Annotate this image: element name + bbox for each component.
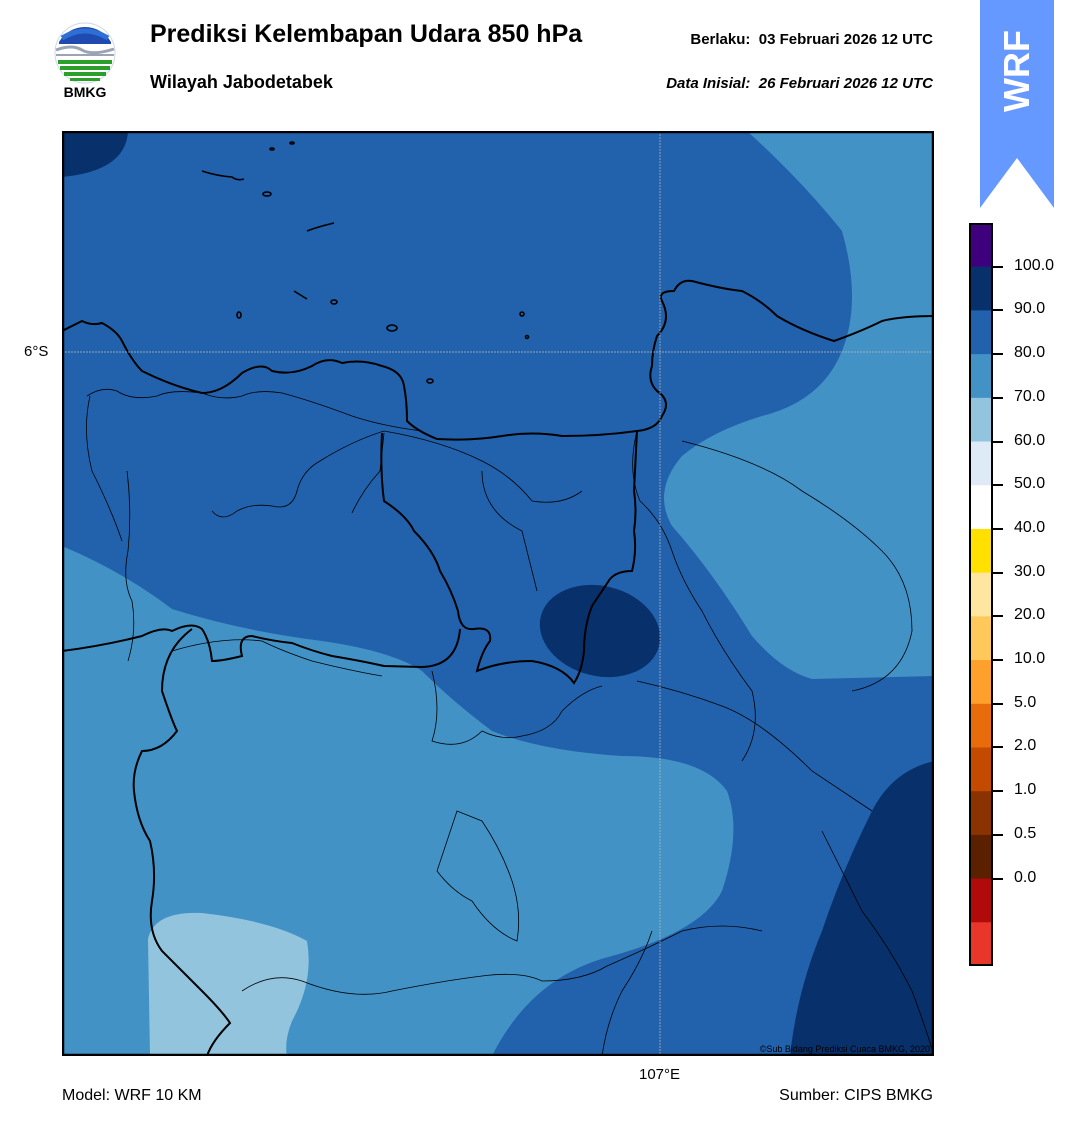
valid-date: 03 Februari 2026 12 UTC xyxy=(758,31,933,48)
model-label: Model: WRF 10 KM xyxy=(62,1087,202,1104)
colorbar-segment xyxy=(969,878,993,923)
colorbar-segment xyxy=(969,703,993,748)
colorbar-segment xyxy=(969,660,993,705)
colorbar-segment xyxy=(969,266,993,311)
region-subtitle: Wilayah Jabodetabek xyxy=(150,72,333,92)
humidity-field-90-100-corner xyxy=(62,131,128,177)
colorbar-tick-label: 70.0 xyxy=(1014,387,1046,405)
humidity-field-90-100-east xyxy=(790,761,934,1056)
colorbar-tick-label: 100.0 xyxy=(1014,256,1055,274)
colorbar-tick-mark xyxy=(993,615,1003,618)
humidity-field-70-80-east xyxy=(664,131,934,679)
valid-prefix: Berlaku: xyxy=(690,31,751,48)
colorbar-tick-label: 30.0 xyxy=(1014,562,1046,580)
wrf-badge-icon: WRF xyxy=(980,0,1054,208)
colorbar-tick-mark xyxy=(993,527,1003,530)
colorbar-segment xyxy=(969,791,993,836)
colorbar-tick-mark xyxy=(993,353,1003,356)
bmkg-logo-icon xyxy=(54,22,116,84)
init-time: Data Inisial: 26 Februari 2026 12 UTC xyxy=(666,75,933,92)
colorbar-tick-mark xyxy=(993,746,1003,749)
colorbar-tick-label: 2.0 xyxy=(1014,737,1037,755)
colorbar-segment xyxy=(969,616,993,661)
lon-label: 107°E xyxy=(639,1066,681,1083)
colorbar-tick-label: 20.0 xyxy=(1014,606,1046,624)
colorbar-tick-mark xyxy=(993,790,1003,793)
colorbar-segment xyxy=(969,572,993,617)
map-credit: ©Sub Bidang Prediksi Cuaca BMKG, 2020 xyxy=(760,1044,930,1054)
colorbar-tick-mark xyxy=(993,396,1003,399)
colorbar-tick-mark xyxy=(993,440,1003,443)
coastline-and-borders xyxy=(62,279,934,1056)
colorbar-tick-mark xyxy=(993,877,1003,880)
wrf-badge-text: WRF xyxy=(996,30,1037,112)
colorbar-segment xyxy=(969,922,993,966)
colorbar-tick-label: 90.0 xyxy=(1014,300,1046,318)
init-date: 26 Februari 2026 12 UTC xyxy=(758,75,933,92)
islands xyxy=(201,141,530,384)
province-boundaries xyxy=(86,388,934,1056)
colorbar-tick-mark xyxy=(993,659,1003,662)
init-prefix: Data Inisial: xyxy=(666,75,751,92)
lat-label: 6°S xyxy=(24,343,49,360)
colorbar-tick-label: 0.0 xyxy=(1014,868,1037,886)
colorbar-segment xyxy=(969,834,993,880)
colorbar-tick-mark xyxy=(993,571,1003,574)
humidity-field-90-100-center xyxy=(539,584,661,678)
colorbar-tick-label: 5.0 xyxy=(1014,693,1037,711)
colorbar-tick-mark xyxy=(993,265,1003,268)
colorbar-tick-mark xyxy=(993,484,1003,487)
colorbar-tick-label: 80.0 xyxy=(1014,344,1046,362)
colorbar-segment xyxy=(969,485,993,530)
colorbar-tick-label: 10.0 xyxy=(1014,650,1046,668)
colorbar-tick-label: 1.0 xyxy=(1014,781,1037,799)
logo-text: BMKG xyxy=(63,84,107,100)
colorbar-tick-mark xyxy=(993,702,1003,705)
colorbar-segment xyxy=(969,223,993,268)
colorbar-segment xyxy=(969,310,993,355)
colorbar-tick-label: 40.0 xyxy=(1014,518,1046,536)
source-label: Sumber: CIPS BMKG xyxy=(779,1087,933,1104)
colorbar xyxy=(969,223,993,966)
page-title: Prediksi Kelembapan Udara 850 hPa xyxy=(150,20,583,48)
colorbar-segment xyxy=(969,441,993,486)
humidity-map: ©Sub Bidang Prediksi Cuaca BMKG, 2020 xyxy=(62,131,934,1056)
colorbar-segment xyxy=(969,354,993,399)
colorbar-segment xyxy=(969,747,993,792)
colorbar-tick-mark xyxy=(993,309,1003,312)
colorbar-tick-label: 0.5 xyxy=(1014,824,1037,842)
colorbar-segment xyxy=(969,528,993,574)
valid-time: Berlaku: 03 Februari 2026 12 UTC xyxy=(690,31,933,48)
colorbar-segment xyxy=(969,397,993,443)
colorbar-tick-label: 60.0 xyxy=(1014,431,1046,449)
humidity-field-60-70-southwest xyxy=(148,912,309,1056)
colorbar-tick-label: 50.0 xyxy=(1014,475,1046,493)
colorbar-tick-mark xyxy=(993,833,1003,836)
